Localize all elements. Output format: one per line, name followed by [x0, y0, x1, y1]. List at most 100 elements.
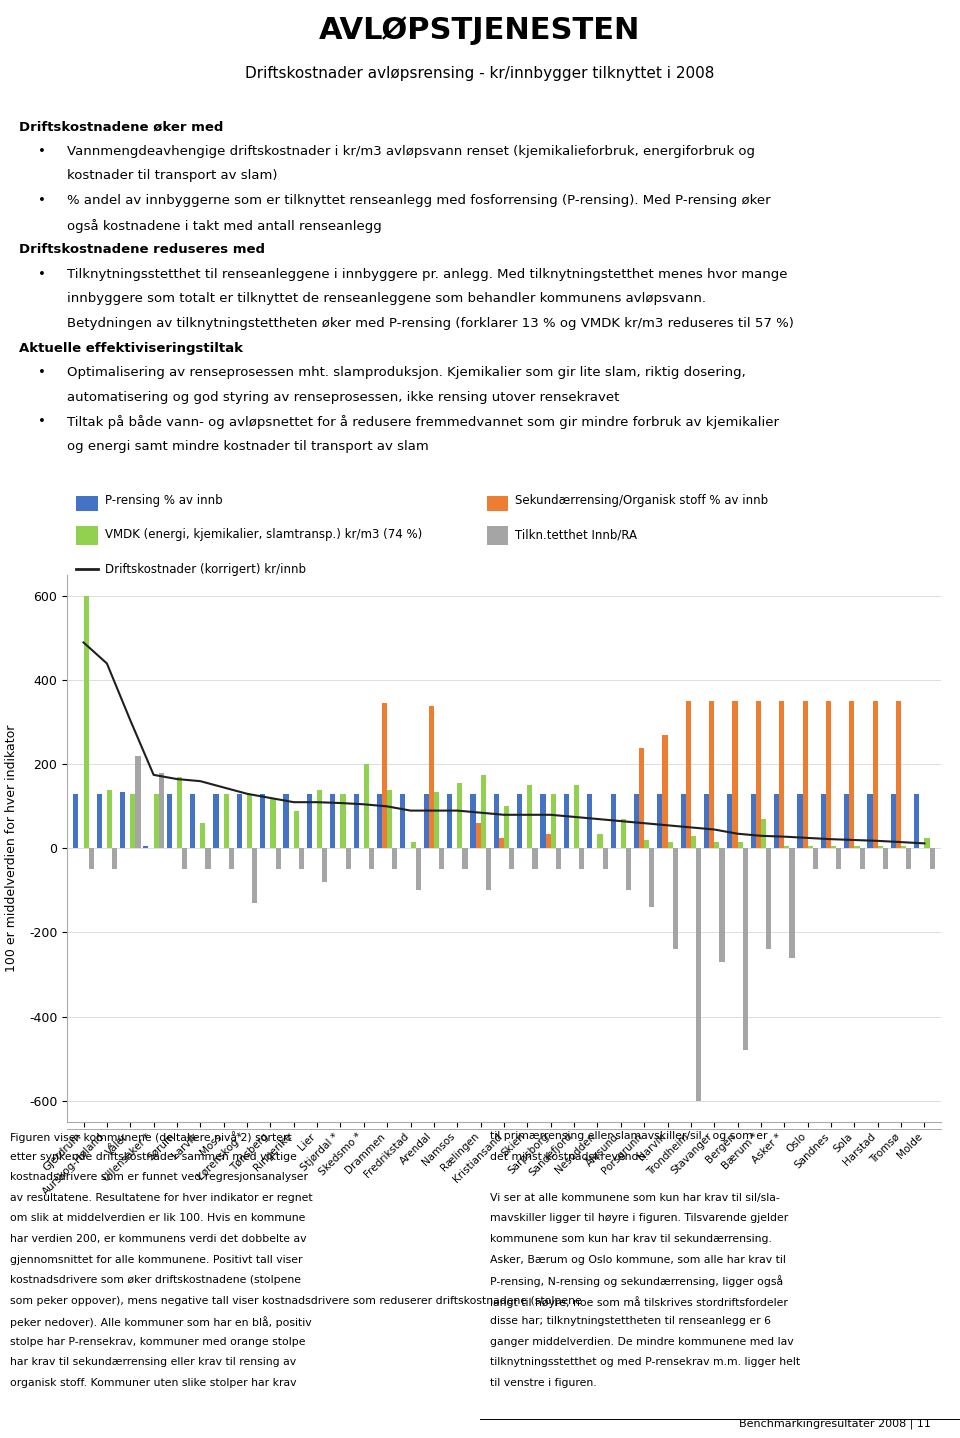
Bar [107, 789, 112, 848]
Bar [774, 794, 780, 848]
Bar [766, 848, 771, 949]
Text: Benchmarkingresultater 2008 | 11: Benchmarkingresultater 2008 | 11 [739, 1418, 931, 1428]
Text: innbyggere som totalt er tilknyttet de renseanleggene som behandler kommunens av: innbyggere som totalt er tilknyttet de r… [67, 292, 707, 305]
Text: tilknytningsstetthet og med P-rensekrav m.m. ligger helt: tilknytningsstetthet og med P-rensekrav … [490, 1357, 800, 1368]
Bar [556, 848, 561, 870]
Bar [850, 702, 854, 848]
Text: stolpe har P-rensekrav, kommuner med orange stolpe: stolpe har P-rensekrav, kommuner med ora… [10, 1337, 305, 1347]
Bar [509, 848, 515, 870]
Bar [644, 840, 649, 848]
Bar [831, 847, 836, 848]
Bar [457, 784, 463, 848]
Text: Tiltak på både vann- og avløpsnettet for å redusere fremmedvannet som gir mindre: Tiltak på både vann- og avløpsnettet for… [67, 416, 780, 430]
Bar [901, 847, 906, 848]
Bar [626, 848, 631, 890]
Bar [299, 848, 304, 870]
Bar [813, 848, 818, 870]
Bar [283, 794, 289, 848]
Text: Aktuelle effektiviseringstiltak: Aktuelle effektiviseringstiltak [19, 342, 243, 355]
Bar [807, 847, 813, 848]
Bar [369, 848, 374, 870]
Bar [621, 820, 626, 848]
Text: kostnadsdrivere som er funnet ved regresjonsanalyser: kostnadsdrivere som er funnet ved regres… [10, 1172, 307, 1182]
Text: gjennomsnittet for alle kommunene. Positivt tall viser: gjennomsnittet for alle kommunene. Posit… [10, 1254, 302, 1264]
Bar [423, 794, 429, 848]
Bar [364, 765, 369, 848]
Text: automatisering og god styring av renseprosessen, ikke rensing utover rensekravet: automatisering og god styring av rensepr… [67, 391, 619, 404]
Bar [667, 843, 673, 848]
Bar [756, 702, 761, 848]
Bar [323, 848, 327, 881]
Bar [896, 702, 901, 848]
Text: disse har; tilknytningstettheten til renseanlegg er 6: disse har; tilknytningstettheten til ren… [490, 1316, 771, 1326]
Bar [696, 848, 701, 1100]
Bar [844, 794, 850, 848]
Bar [341, 794, 346, 848]
Bar [88, 848, 94, 870]
Text: Vannmengdeavhengige driftskostnader i kr/m3 avløpsvann renset (kjemikalieforbruk: Vannmengdeavhengige driftskostnader i kr… [67, 145, 756, 158]
Text: Betydningen av tilknytningstettheten øker med P-rensing (forklarer 13 % og VMDK : Betydningen av tilknytningstettheten øke… [67, 316, 794, 329]
Bar [213, 794, 219, 848]
Text: P-rensing % av innb: P-rensing % av innb [105, 493, 223, 508]
Bar [481, 775, 486, 848]
Bar [346, 848, 350, 870]
Bar [784, 847, 789, 848]
Text: •: • [38, 267, 46, 280]
Bar [821, 794, 826, 848]
Bar [540, 794, 545, 848]
Text: Driftskostnadene reduseres med: Driftskostnadene reduseres med [19, 243, 265, 256]
Bar [527, 785, 533, 848]
Bar [247, 794, 252, 848]
Text: Tilkn.tetthet Innb/RA: Tilkn.tetthet Innb/RA [516, 528, 637, 542]
Bar [681, 794, 685, 848]
Text: peker nedover). Alle kommuner som har en blå, positiv: peker nedover). Alle kommuner som har en… [10, 1316, 311, 1329]
Bar [463, 848, 468, 870]
Bar [224, 794, 228, 848]
Bar [611, 794, 615, 848]
Bar [387, 789, 393, 848]
Bar [588, 794, 592, 848]
Text: til venstre i figuren.: til venstre i figuren. [490, 1378, 596, 1388]
Bar [658, 794, 662, 848]
Bar [377, 794, 382, 848]
Text: organisk stoff. Kommuner uten slike stolper har krav: organisk stoff. Kommuner uten slike stol… [10, 1378, 296, 1388]
Bar [533, 848, 538, 870]
Bar [416, 848, 420, 890]
Bar [382, 703, 387, 848]
Text: Driftskostnader (korrigert) kr/innb: Driftskostnader (korrigert) kr/innb [105, 562, 306, 577]
Bar [112, 848, 117, 870]
Text: langt til høyre, noe som må tilskrives stordriftsfordeler: langt til høyre, noe som må tilskrives s… [490, 1296, 787, 1307]
Bar [597, 834, 603, 848]
Bar [400, 794, 405, 848]
Bar [447, 794, 452, 848]
Bar [252, 848, 257, 903]
Text: har krav til sekundærrensing eller krav til rensing av: har krav til sekundærrensing eller krav … [10, 1357, 296, 1368]
Bar [873, 702, 877, 848]
Text: Tilknytningsstetthet til renseanleggene i innbyggere pr. anlegg. Med tilknytning: Tilknytningsstetthet til renseanleggene … [67, 267, 788, 280]
Bar [439, 848, 444, 870]
Bar [564, 794, 569, 848]
Text: til primærrensing eller slamavskiller/sil - og som er: til primærrensing eller slamavskiller/si… [490, 1132, 767, 1142]
Text: av resultatene. Resultatene for hver indikator er regnet: av resultatene. Resultatene for hver ind… [10, 1194, 312, 1202]
Bar [260, 794, 265, 848]
Text: har verdien 200, er kommunens verdi det dobbelte av: har verdien 200, er kommunens verdi det … [10, 1234, 306, 1244]
Bar [737, 843, 743, 848]
Text: etter synkende driftskostnader sammen med viktige: etter synkende driftskostnader sammen me… [10, 1152, 297, 1162]
Bar [929, 848, 935, 870]
Text: AVLØPSTJENESTEN: AVLØPSTJENESTEN [320, 16, 640, 46]
Text: om slik at middelverdien er lik 100. Hvis en kommune: om slik at middelverdien er lik 100. Hvi… [10, 1214, 305, 1224]
Bar [237, 794, 242, 848]
Bar [429, 706, 434, 848]
Bar [906, 848, 911, 870]
Bar [182, 848, 187, 870]
Y-axis label: 100 er middelverdien for hver indikator: 100 er middelverdien for hver indikator [5, 725, 18, 972]
Bar [486, 848, 491, 890]
FancyBboxPatch shape [487, 492, 509, 510]
Bar [517, 794, 522, 848]
Bar [271, 798, 276, 848]
Bar [603, 848, 608, 870]
Bar [780, 702, 784, 848]
Bar [393, 848, 397, 870]
Bar [475, 823, 481, 848]
Text: kostnadsdrivere som øker driftskostnadene (stolpene: kostnadsdrivere som øker driftskostnaden… [10, 1276, 300, 1286]
